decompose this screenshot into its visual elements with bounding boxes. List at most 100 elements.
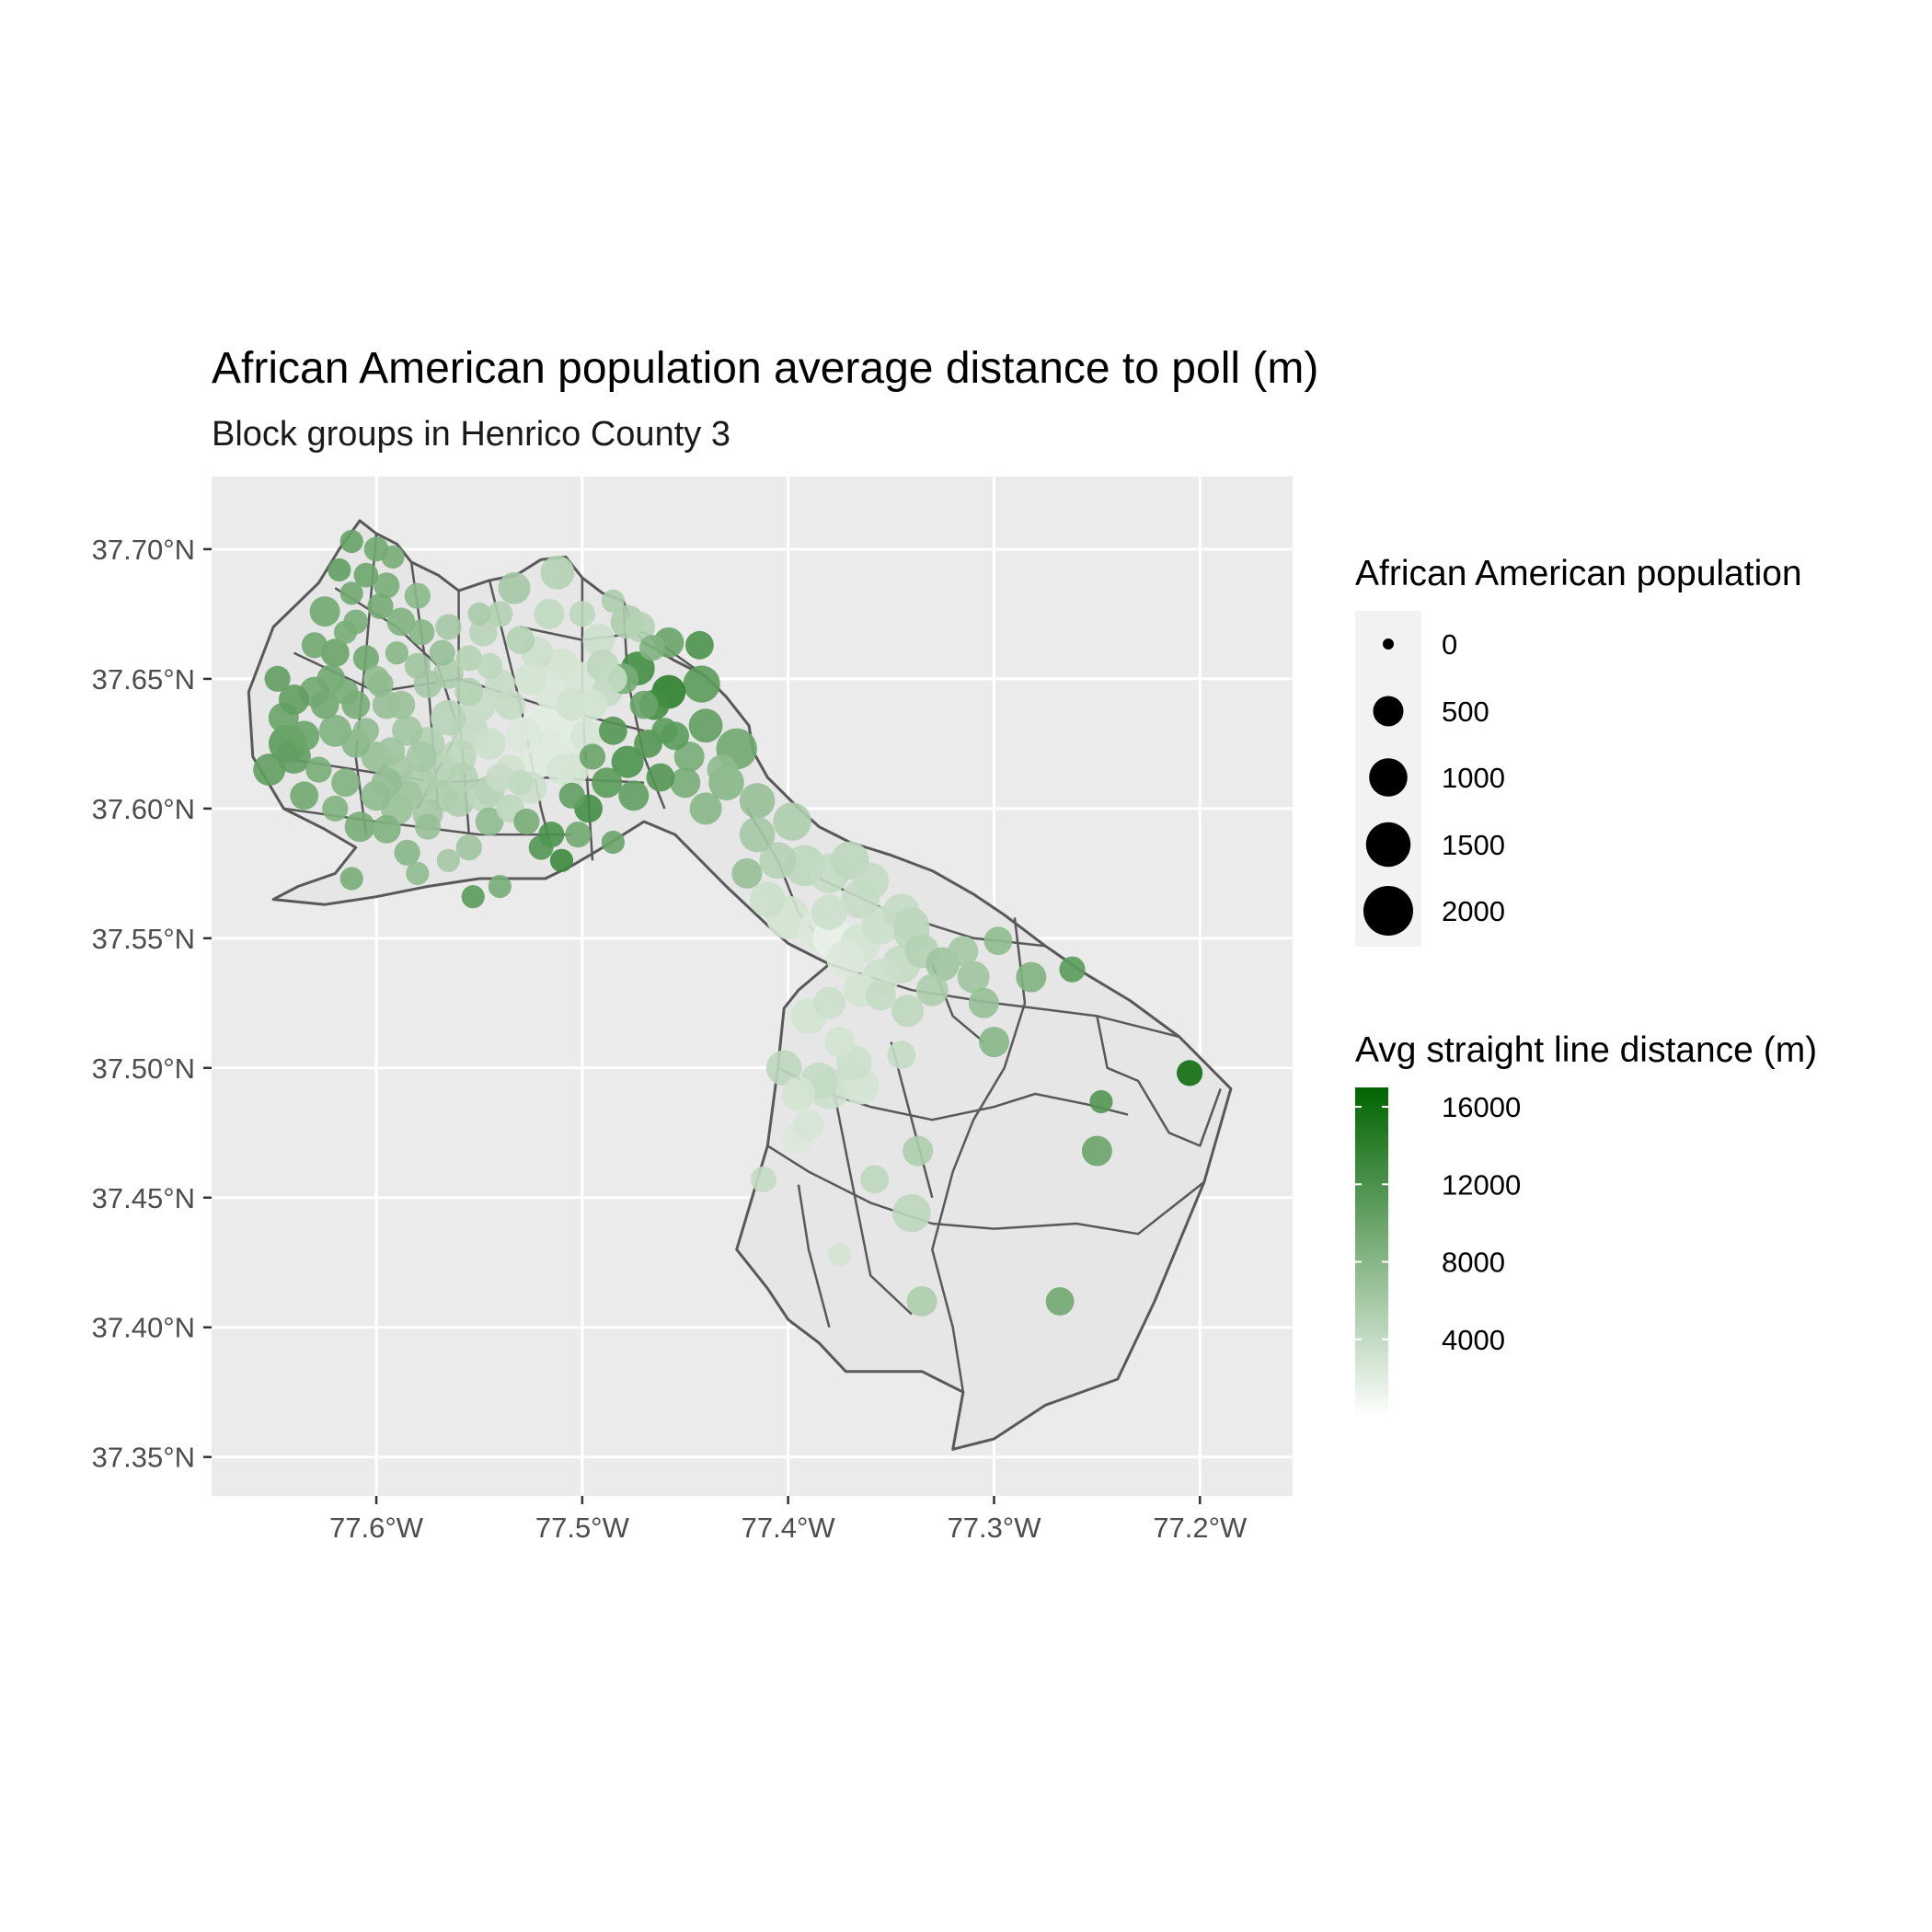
y-tick-label: 37.40°N xyxy=(92,1312,195,1344)
block-group-point xyxy=(332,678,359,706)
y-tick-label: 37.70°N xyxy=(92,534,195,566)
block-group-point xyxy=(435,614,462,640)
block-group-point xyxy=(651,718,678,744)
block-group-point xyxy=(1016,961,1047,993)
color-legend: 16000 12000 8000 4000 xyxy=(1355,1091,1521,1356)
block-group-point xyxy=(828,1243,852,1267)
block-group-point xyxy=(310,690,339,719)
block-group-point xyxy=(750,881,786,917)
block-group-point xyxy=(309,596,340,627)
size-legend-title: African American population xyxy=(1355,554,1802,593)
size-legend-key xyxy=(1383,638,1394,650)
block-group-point xyxy=(392,715,423,746)
block-group-point xyxy=(731,857,763,889)
block-group-point xyxy=(948,936,979,967)
block-group-point xyxy=(903,1135,934,1167)
block-group-point xyxy=(683,665,720,703)
block-group-point xyxy=(429,639,455,666)
block-group-point xyxy=(371,767,402,799)
size-legend-key xyxy=(1373,696,1404,727)
block-group-point xyxy=(367,592,394,620)
y-tick-label: 37.60°N xyxy=(92,793,195,825)
plot-subtitle: Block groups in Henrico County 3 xyxy=(212,415,730,454)
block-group-point xyxy=(906,1286,937,1317)
block-group-point xyxy=(781,1076,816,1111)
block-group-point xyxy=(739,816,776,853)
size-legend-label: 2000 xyxy=(1442,895,1505,927)
block-group-point xyxy=(826,939,866,979)
block-group-point xyxy=(611,745,644,778)
block-group-boundary xyxy=(828,1067,913,1316)
block-group-point xyxy=(353,562,379,588)
block-group-point xyxy=(601,830,626,855)
block-group-point xyxy=(638,635,666,661)
block-group-point xyxy=(549,848,574,872)
block-group-point xyxy=(892,1193,931,1233)
block-group-point xyxy=(386,607,416,637)
block-group-point xyxy=(322,795,349,822)
y-tick-label: 37.65°N xyxy=(92,663,195,696)
block-group-boundary xyxy=(931,917,1027,1393)
block-group-point xyxy=(455,834,482,861)
block-group-point xyxy=(689,792,722,825)
block-group-point xyxy=(793,1110,824,1141)
block-group-point xyxy=(670,767,701,799)
block-group-point xyxy=(514,662,547,696)
block-group-point xyxy=(473,727,506,760)
block-group-boundary xyxy=(994,1180,1205,1236)
block-group-point xyxy=(475,807,504,836)
block-group-point xyxy=(865,980,896,1011)
color-legend-title: Avg straight line distance (m) xyxy=(1355,1030,1817,1070)
block-group-point xyxy=(344,811,375,843)
block-group-point xyxy=(540,555,575,590)
block-group-point xyxy=(558,782,585,809)
block-group-point xyxy=(477,652,503,679)
size-legend-label: 1500 xyxy=(1442,829,1505,861)
size-legend-key xyxy=(1365,822,1411,868)
block-group-point xyxy=(454,677,484,707)
block-group-point xyxy=(367,671,394,697)
block-group-point xyxy=(513,808,540,835)
block-group-point xyxy=(811,894,847,930)
block-group-point xyxy=(487,601,513,627)
block-group-point xyxy=(582,624,615,657)
block-group-point xyxy=(1089,1089,1113,1114)
size-legend: 0 500 1000 1500 2000 xyxy=(1363,628,1505,936)
size-legend-label: 1000 xyxy=(1442,762,1505,794)
block-group-point xyxy=(394,839,420,866)
block-group-point xyxy=(447,762,478,793)
x-tick-label: 77.2°W xyxy=(1153,1512,1248,1544)
block-group-point xyxy=(599,664,627,694)
block-group-point xyxy=(569,601,596,627)
block-group-point xyxy=(915,973,949,1006)
block-group-point xyxy=(381,545,405,569)
size-legend-label: 0 xyxy=(1442,628,1457,661)
color-legend-label: 4000 xyxy=(1442,1324,1505,1356)
block-group-point xyxy=(739,783,776,819)
block-group-point xyxy=(968,987,999,1018)
block-group-point xyxy=(618,780,650,811)
block-group-point xyxy=(431,699,466,736)
block-group-point xyxy=(498,571,531,604)
block-group-point xyxy=(750,1166,776,1193)
block-group-point xyxy=(685,630,714,660)
block-group-point xyxy=(707,754,738,786)
block-group-point xyxy=(688,708,723,743)
color-legend-label: 12000 xyxy=(1442,1168,1521,1201)
color-legend-bar xyxy=(1355,1087,1388,1417)
block-group-point xyxy=(339,529,363,554)
block-group-point xyxy=(534,598,565,629)
y-tick-label: 37.35°N xyxy=(92,1442,195,1474)
block-group-point xyxy=(599,716,627,745)
block-group-point xyxy=(414,813,442,840)
y-tick-label: 37.45°N xyxy=(92,1182,195,1214)
x-tick-label: 77.6°W xyxy=(329,1512,424,1544)
x-axis: 77.6°W 77.5°W 77.4°W 77.3°W 77.2°W xyxy=(329,1496,1248,1544)
block-group-point xyxy=(385,641,408,665)
block-group-point xyxy=(264,665,291,693)
block-group-point xyxy=(773,802,811,841)
block-group-point xyxy=(290,781,319,811)
size-legend-key xyxy=(1369,758,1408,797)
block-group-point xyxy=(404,582,431,609)
block-group-point xyxy=(289,720,320,752)
